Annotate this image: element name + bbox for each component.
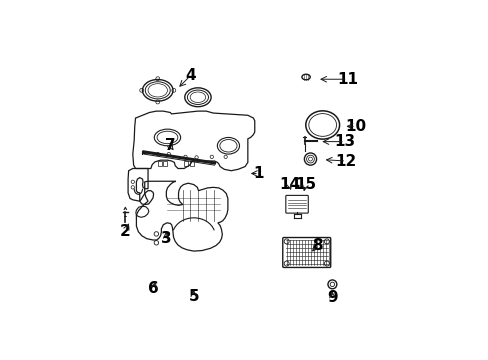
- Text: 5: 5: [188, 289, 199, 304]
- Text: 6: 6: [148, 281, 159, 296]
- Text: 12: 12: [335, 153, 356, 168]
- Text: 4: 4: [185, 68, 196, 82]
- Text: 13: 13: [334, 134, 355, 149]
- Bar: [163, 161, 167, 166]
- Text: 9: 9: [326, 290, 337, 305]
- Text: 11: 11: [336, 72, 357, 87]
- Bar: [189, 161, 193, 166]
- Text: 3: 3: [161, 231, 171, 246]
- Text: 10: 10: [345, 119, 366, 134]
- Bar: [183, 161, 187, 166]
- Text: 7: 7: [164, 138, 175, 153]
- Text: 15: 15: [294, 177, 315, 192]
- Bar: [158, 161, 162, 166]
- Text: 8: 8: [311, 238, 322, 253]
- Text: 2: 2: [120, 224, 130, 239]
- Text: 14: 14: [278, 177, 299, 192]
- Text: 1: 1: [253, 166, 264, 181]
